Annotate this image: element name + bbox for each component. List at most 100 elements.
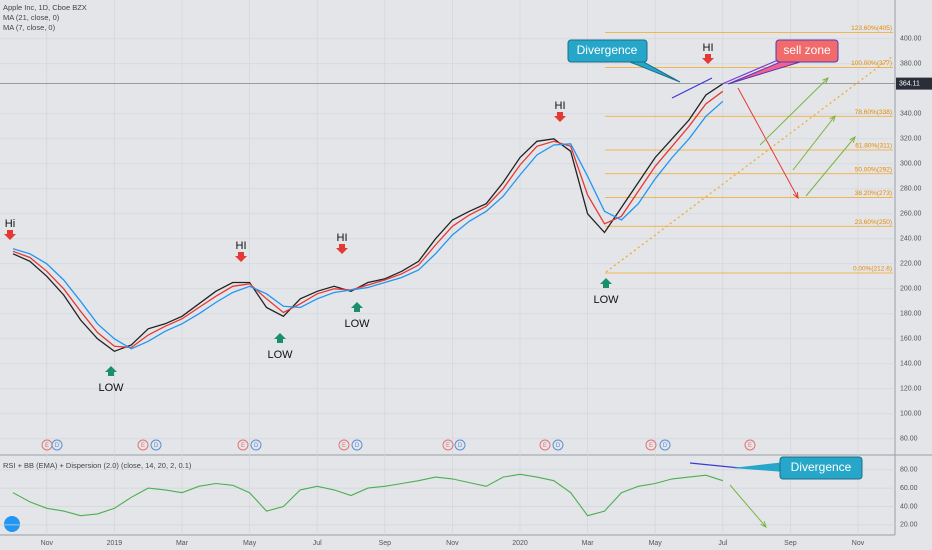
y-tick-label: 200.00	[900, 286, 922, 293]
arrow-up	[105, 366, 117, 376]
x-tick-label: Jul	[718, 540, 727, 547]
arrow-up	[351, 302, 363, 312]
event-label: E	[748, 443, 752, 449]
annotation: LOW	[593, 294, 619, 306]
divergence-line	[671, 77, 713, 99]
y-tick-label: 80.00	[900, 436, 918, 443]
divergence-line	[721, 59, 779, 85]
fib-label: 23.60%(250)	[855, 219, 892, 226]
y-tick-label: 100.00	[900, 411, 922, 418]
x-tick-label: 2019	[107, 540, 123, 547]
annotation: HI	[337, 232, 348, 244]
last-price-box	[896, 77, 932, 90]
divergence-line	[689, 462, 741, 469]
event-marker	[645, 439, 657, 451]
series-line	[12, 100, 724, 350]
logo	[4, 516, 20, 532]
callout-text: sell zone	[783, 43, 831, 57]
target-arrow	[805, 136, 856, 197]
annotation: HI	[555, 100, 566, 112]
x-tick-label: Sep	[784, 540, 797, 547]
event-label: E	[241, 443, 245, 449]
y-tick-label: 160.00	[900, 336, 922, 343]
y-tick-label: 40.00	[900, 503, 918, 510]
event-marker	[351, 439, 363, 451]
fib-label: 123.60%(405)	[851, 25, 892, 32]
x-tick-label: 2020	[512, 540, 528, 547]
event-label: E	[649, 443, 653, 449]
legend-text: Apple Inc, 1D, Cboe BZX	[3, 3, 87, 12]
y-tick-label: 380.00	[900, 61, 922, 68]
annotation: Hi	[5, 218, 15, 230]
fib-label: 38.20%(273)	[855, 190, 892, 197]
callout-text: Divergence	[791, 460, 852, 474]
legend-text: MA (7, close, 0)	[3, 23, 56, 32]
x-tick-label: May	[243, 540, 257, 547]
sell-arrow-head	[792, 191, 799, 200]
target-arrow-head	[849, 136, 856, 143]
target-arrow	[759, 77, 829, 146]
series-line	[12, 473, 723, 517]
fib-label: 61.80%(311)	[855, 143, 892, 150]
event-label: D	[55, 443, 60, 449]
event-label: D	[663, 443, 668, 449]
x-tick-label: Nov	[446, 540, 459, 547]
callout-box	[779, 456, 863, 480]
callout-box	[775, 39, 839, 63]
event-label: D	[458, 443, 463, 449]
target-arrow-head	[829, 114, 836, 122]
callout-text: Divergence	[577, 43, 638, 57]
annotation: LOW	[267, 349, 293, 361]
fib-label: 50.00%(292)	[855, 166, 892, 173]
legend-text: MA (21, close, 0)	[3, 13, 60, 22]
event-marker	[659, 439, 671, 451]
x-tick-label: Sep	[379, 540, 392, 547]
callout-box	[567, 39, 648, 63]
rsi-arrow	[729, 484, 767, 528]
y-tick-label: 60.00	[900, 485, 918, 492]
arrow-down	[336, 244, 348, 254]
event-label: E	[446, 443, 450, 449]
event-marker	[552, 439, 564, 451]
event-marker	[338, 439, 350, 451]
event-label: D	[556, 443, 561, 449]
y-tick-label: 120.00	[900, 386, 922, 393]
y-tick-label: 80.00	[900, 467, 918, 474]
y-tick-label: 140.00	[900, 361, 922, 368]
event-marker	[150, 439, 162, 451]
annotation: LOW	[344, 318, 370, 330]
y-tick-label: 220.00	[900, 261, 922, 268]
event-label: D	[355, 443, 360, 449]
series-line	[12, 83, 724, 353]
y-tick-label: 260.00	[900, 211, 922, 218]
arrow-down	[4, 230, 16, 240]
event-marker	[237, 439, 249, 451]
y-tick-label: 240.00	[900, 236, 922, 243]
x-tick-label: May	[649, 540, 663, 547]
target-arrow	[792, 115, 836, 171]
annotation: HI	[236, 240, 247, 252]
callout-pointer	[732, 462, 785, 472]
annotation: LOW	[98, 382, 124, 394]
arrow-down	[554, 112, 566, 122]
event-marker	[744, 439, 756, 451]
event-marker	[442, 439, 454, 451]
arrow-up	[274, 333, 286, 343]
event-label: D	[254, 443, 259, 449]
fib-label: 100.00%(377)	[851, 60, 892, 67]
event-label: D	[154, 443, 159, 449]
event-marker	[539, 439, 551, 451]
event-label: E	[543, 443, 547, 449]
x-tick-label: Mar	[176, 540, 189, 547]
sell-arrow	[737, 87, 799, 199]
arrow-down	[702, 54, 714, 64]
y-tick-label: 180.00	[900, 311, 922, 318]
x-tick-label: Mar	[582, 540, 595, 547]
event-marker	[454, 439, 466, 451]
pane-title: RSI + BB (EMA) + Dispersion (2.0) (close…	[3, 461, 192, 470]
y-tick-label: 20.00	[900, 522, 918, 529]
last-price-label: 364.11	[899, 80, 920, 87]
y-tick-label: 300.00	[900, 161, 922, 168]
